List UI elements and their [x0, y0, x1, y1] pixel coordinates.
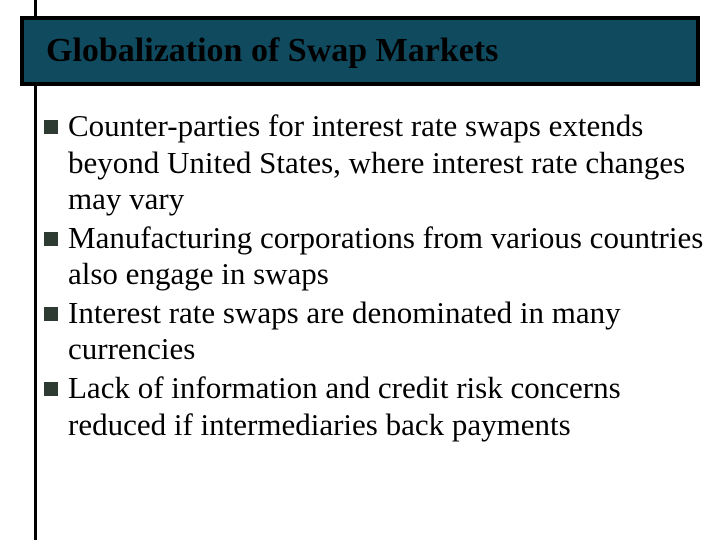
body-area: Counter-parties for interest rate swaps … — [44, 108, 704, 445]
list-item: Counter-parties for interest rate swaps … — [44, 108, 704, 218]
bullet-text: Manufacturing corporations from various … — [68, 220, 704, 293]
bullet-text: Counter-parties for interest rate swaps … — [68, 108, 704, 218]
slide: Globalization of Swap Markets Counter-pa… — [0, 0, 720, 540]
square-bullet-icon — [44, 307, 58, 321]
square-bullet-icon — [44, 382, 58, 396]
title-box: Globalization of Swap Markets — [20, 16, 700, 86]
list-item: Interest rate swaps are denominated in m… — [44, 295, 704, 368]
bullet-text: Lack of information and credit risk conc… — [68, 370, 704, 443]
bullet-text: Interest rate swaps are denominated in m… — [68, 295, 704, 368]
slide-title: Globalization of Swap Markets — [46, 32, 498, 70]
square-bullet-icon — [44, 232, 58, 246]
list-item: Manufacturing corporations from various … — [44, 220, 704, 293]
square-bullet-icon — [44, 120, 58, 134]
list-item: Lack of information and credit risk conc… — [44, 370, 704, 443]
